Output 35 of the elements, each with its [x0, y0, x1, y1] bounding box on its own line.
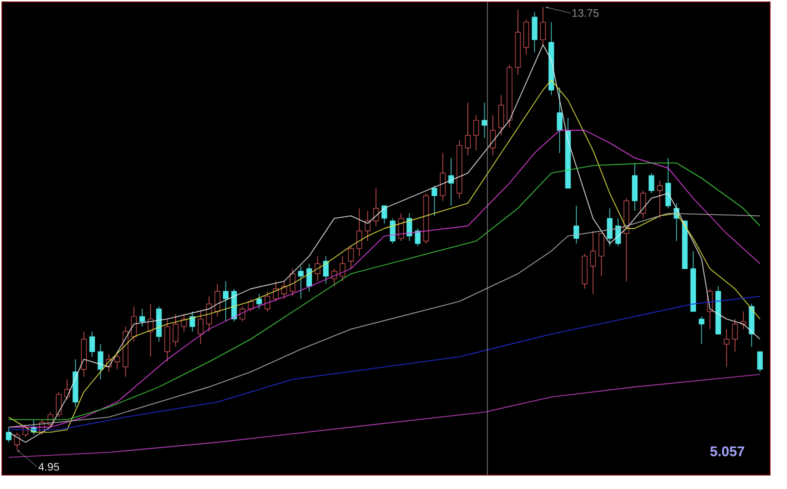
candlestick — [648, 172, 654, 194]
candlestick — [364, 210, 370, 242]
candlestick — [72, 358, 78, 408]
candlestick — [624, 198, 630, 282]
annotation: 13.75 — [572, 9, 599, 17]
candlestick — [423, 192, 429, 244]
candlestick — [240, 306, 246, 322]
candlestick — [14, 432, 20, 450]
candlestick — [456, 140, 462, 199]
candlestick — [264, 290, 270, 312]
annotation: 4.95 — [38, 462, 60, 471]
candlestick — [432, 185, 438, 216]
candlestick — [314, 256, 320, 282]
candlestick — [373, 188, 379, 226]
candlestick — [732, 318, 738, 352]
candlestick — [556, 87, 562, 154]
candlestick — [122, 326, 128, 378]
candlestick — [98, 344, 104, 380]
candlestick — [206, 296, 212, 332]
candlestick — [231, 288, 237, 322]
candlestick — [156, 306, 162, 342]
candlestick — [532, 12, 538, 53]
candlestick — [340, 256, 346, 282]
candlestick — [398, 212, 404, 242]
candlestick — [632, 162, 638, 212]
candlestick — [222, 280, 229, 322]
candlestick — [698, 316, 704, 345]
annotation: 5.057 — [710, 446, 744, 456]
candlestick — [482, 102, 488, 138]
candlestick — [590, 230, 596, 294]
candlestick — [290, 268, 296, 297]
candlestick — [724, 328, 730, 368]
candlestick — [615, 218, 621, 246]
candlestick — [181, 314, 187, 332]
candlestick — [506, 64, 512, 128]
